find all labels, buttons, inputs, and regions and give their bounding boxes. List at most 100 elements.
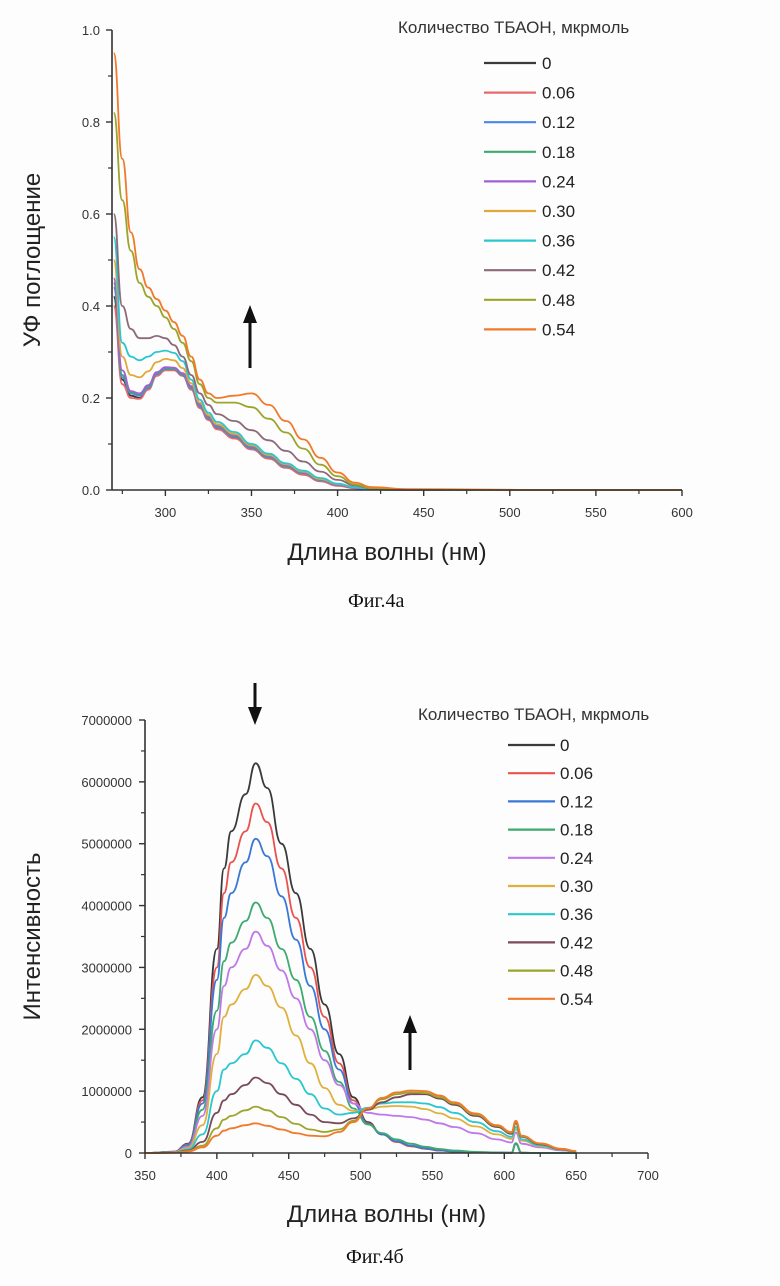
legend-item: 0: [508, 736, 569, 755]
legend-label: 0.06: [542, 84, 575, 103]
legend-item: 0.48: [508, 962, 593, 981]
x-tick-label: 500: [499, 505, 521, 520]
legend-label: 0: [560, 736, 569, 755]
legend-label: 0.24: [560, 849, 593, 868]
series-line-0.18: [112, 282, 682, 491]
y-axis-title: Интенсивность: [19, 852, 46, 1020]
series-line-0.06: [112, 305, 682, 491]
y-tick-label: 1000000: [81, 1084, 132, 1099]
legend-item: 0.48: [484, 291, 575, 310]
series-line-0.36: [144, 1039, 577, 1154]
x-tick-label: 650: [565, 1168, 587, 1183]
legend-item: 0: [484, 54, 551, 73]
legend-label: 0.12: [560, 792, 593, 811]
arrow-head: [403, 1015, 417, 1033]
y-tick-label: 0.8: [82, 115, 100, 130]
legend-item: 0.54: [484, 320, 575, 339]
legend-item: 0.24: [508, 849, 593, 868]
up-arrow-icon: [403, 1015, 417, 1070]
x-tick-label: 700: [637, 1168, 659, 1183]
x-axis-title: Длина волны (нм): [287, 539, 486, 566]
x-tick-label: 400: [206, 1168, 228, 1183]
x-tick-label: 300: [155, 505, 177, 520]
legend-label: 0.24: [542, 172, 575, 191]
series-line-0.42: [144, 1076, 577, 1154]
series-line-0.36: [112, 236, 682, 491]
series-line-0.54: [112, 52, 682, 491]
x-tick-label: 450: [278, 1168, 300, 1183]
legend-item: 0.36: [508, 905, 593, 924]
legend-label: 0.18: [542, 143, 575, 162]
legend-label: 0.30: [542, 202, 575, 221]
series-line-0.24: [144, 930, 577, 1154]
chart-2: 350 400 450 500 550 600 650 700 0 1000000 2000000 3…: [19, 683, 659, 1228]
x-tick-label: 350: [134, 1168, 156, 1183]
legend-item: 0.30: [508, 877, 593, 896]
arrow-head: [243, 305, 257, 323]
x-tick-label: 500: [350, 1168, 372, 1183]
legend-label: 0.48: [560, 962, 593, 981]
arrow-head: [248, 707, 262, 725]
x-tick-label: 450: [413, 505, 435, 520]
y-tick-label: 0.0: [82, 483, 100, 498]
legend-label: 0.12: [542, 113, 575, 132]
y-tick-label: 0: [125, 1146, 132, 1161]
legend-label: 0.06: [560, 764, 593, 783]
x-tick-label: 350: [241, 505, 263, 520]
legend-label: 0: [542, 54, 551, 73]
y-tick-label: 0.6: [82, 207, 100, 222]
legend-item: 0.06: [508, 764, 593, 783]
legend: Количество ТБАОН, мкрмоль 0 0.06 0.12 0.18 0.…: [398, 18, 629, 339]
x-tick-label: 400: [327, 505, 349, 520]
y-tick-label: 3000000: [81, 960, 132, 975]
y-tick-label: 2000000: [81, 1022, 132, 1037]
down-arrow-icon: [248, 683, 262, 725]
series-line-0.48: [144, 1091, 577, 1154]
series-line-0.30: [112, 259, 682, 491]
y-tick-label: 0.4: [82, 299, 100, 314]
series-line-0.12: [112, 286, 682, 491]
legend-label: 0.48: [542, 291, 575, 310]
legend-item: 0.54: [508, 990, 593, 1009]
chart-1: 300 350 400 450 500 550 600 0.0 0.2 0.4 0.6 0.8 1.0 У…: [19, 18, 693, 566]
series-line-0.42: [112, 213, 682, 491]
x-tick-label: 600: [493, 1168, 515, 1183]
legend: Количество ТБАОН, мкрмоль 0 0.06 0.12 0.18 0.…: [418, 705, 649, 1009]
series-line-0.30: [144, 974, 577, 1154]
legend-label: 0.42: [542, 261, 575, 280]
up-arrow-icon: [243, 305, 257, 368]
legend-label: 0.54: [542, 320, 575, 339]
legend-item: 0.12: [508, 792, 593, 811]
legend-item: 0.18: [508, 821, 593, 840]
series-line-0.06: [144, 802, 577, 1154]
y-tick-label: 0.2: [82, 391, 100, 406]
x-axis-title: Длина волны (нм): [287, 1201, 486, 1228]
legend-label: 0.36: [542, 232, 575, 251]
legend-label: 0.42: [560, 933, 593, 952]
legend-title: Количество ТБАОН, мкрмоль: [418, 705, 649, 724]
legend-item: 0.42: [484, 261, 575, 280]
legend-label: 0.18: [560, 821, 593, 840]
y-tick-label: 4000000: [81, 899, 132, 914]
series-line-0.48: [112, 111, 682, 491]
legend-title: Количество ТБАОН, мкрмоль: [398, 18, 629, 37]
legend-label: 0.36: [560, 905, 593, 924]
legend-item: 0.24: [484, 172, 575, 191]
y-tick-label: 7000000: [81, 713, 132, 728]
legend-label: 0.30: [560, 877, 593, 896]
legend-item: 0.42: [508, 933, 593, 952]
series-line-0.54: [144, 1089, 577, 1154]
x-tick-label: 550: [422, 1168, 444, 1183]
legend-item: 0.06: [484, 84, 575, 103]
x-tick-label: 600: [671, 505, 693, 520]
legend-item: 0.18: [484, 143, 575, 162]
y-tick-label: 1.0: [82, 23, 100, 38]
figure-caption-4a: Фиг.4а: [348, 590, 405, 612]
legend-item: 0.36: [484, 232, 575, 251]
y-tick-label: 6000000: [81, 775, 132, 790]
figure-caption-4b: Фиг.4б: [346, 1246, 404, 1268]
legend-label: 0.54: [560, 990, 593, 1009]
legend-item: 0.12: [484, 113, 575, 132]
y-axis-title: УФ поглощение: [19, 173, 46, 347]
